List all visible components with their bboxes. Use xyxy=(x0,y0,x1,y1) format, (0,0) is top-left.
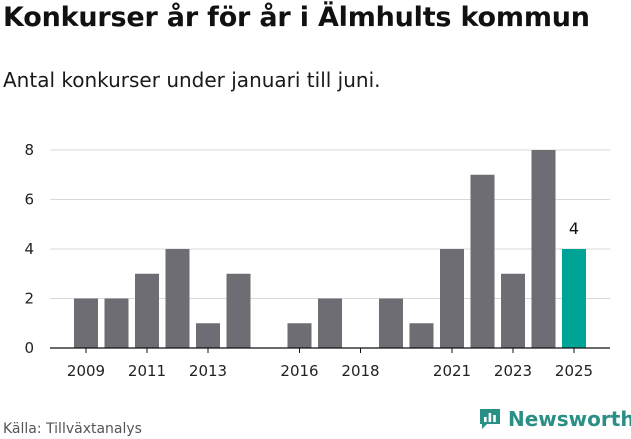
chart-title: Konkurser år för år i Älmhults kommun xyxy=(3,2,590,33)
bar-2025 xyxy=(562,249,586,348)
bar-2013 xyxy=(196,323,220,348)
y-tick-label: 4 xyxy=(24,240,34,258)
bar-2012 xyxy=(165,249,190,348)
x-tick-label: 2009 xyxy=(67,362,105,380)
bar-2009 xyxy=(74,298,98,348)
y-tick-label: 6 xyxy=(24,191,34,209)
x-tick-label: 2023 xyxy=(494,362,532,380)
bar-2014 xyxy=(226,273,251,348)
bar-2016 xyxy=(287,323,312,348)
bar-2019 xyxy=(379,298,403,348)
bar-2017 xyxy=(318,298,342,348)
bar-2021 xyxy=(440,249,464,348)
bar-2010 xyxy=(104,298,129,348)
bar-2022 xyxy=(470,174,495,348)
x-tick-label: 2018 xyxy=(341,362,379,380)
x-tick-label: 2025 xyxy=(555,362,593,380)
brand-name: Newsworthy xyxy=(508,407,631,431)
bar-2023 xyxy=(501,273,525,348)
bar-chart: 0 2 4 6 8 2009 2011 2013 2016 2018 2021 2023 2025 4 xyxy=(24,141,610,380)
bar-2020 xyxy=(409,323,434,348)
data-label: 4 xyxy=(569,219,579,238)
y-tick-label: 2 xyxy=(24,290,34,308)
bar-2011 xyxy=(135,273,159,348)
bar-2024 xyxy=(531,150,556,348)
x-tick-label: 2011 xyxy=(128,362,166,380)
source-note: Källa: Tillväxtanalys xyxy=(3,421,142,437)
x-tick-label: 2016 xyxy=(280,362,318,380)
y-tick-label: 8 xyxy=(24,141,34,159)
newsworthy-icon xyxy=(480,409,500,429)
y-tick-label: 0 xyxy=(24,339,34,357)
x-tick-label: 2013 xyxy=(189,362,227,380)
x-tick-label: 2021 xyxy=(433,362,471,380)
newsworthy-logo: Newsworthy xyxy=(478,407,631,431)
chart-subtitle: Antal konkurser under januari till juni. xyxy=(3,68,381,92)
